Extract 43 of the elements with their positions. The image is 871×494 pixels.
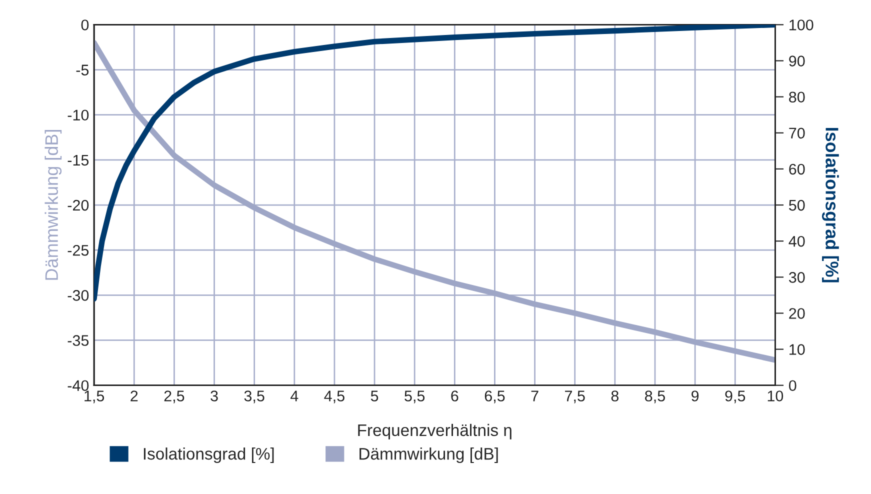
x-tick-label: 10 bbox=[768, 390, 784, 402]
y-tick-label: -30 bbox=[68, 290, 89, 301]
y2-tick-label: 80 bbox=[789, 92, 805, 103]
x-tick-label: 1,5 bbox=[84, 390, 104, 404]
y-tick-label: -40 bbox=[68, 380, 89, 392]
x-tick-label: 7,5 bbox=[565, 390, 585, 404]
y2-tick-label: 0 bbox=[788, 380, 796, 392]
y2-tick-label: 100 bbox=[790, 20, 814, 30]
x-tick-label: 5 bbox=[370, 390, 378, 402]
y2-tick-label: 90 bbox=[789, 56, 805, 66]
x-tick-label: 9,5 bbox=[725, 390, 746, 404]
y2-tick-label: 10 bbox=[790, 344, 805, 355]
y-tick-label: -25 bbox=[68, 244, 89, 256]
x-tick-label: 2,5 bbox=[164, 390, 184, 404]
x-tick-label: 9 bbox=[692, 390, 699, 402]
y2-axis-title: Isolationsgrad [%] bbox=[822, 128, 839, 282]
legend-label: Dämmwirkung [dB] bbox=[360, 447, 498, 464]
y-tick-label: -5 bbox=[76, 64, 89, 76]
y2-tick-label: 50 bbox=[788, 200, 805, 211]
y-tick-label: -10 bbox=[68, 110, 89, 121]
legend-label: Isolationsgrad [%] bbox=[144, 447, 274, 464]
y-tick-label: -20 bbox=[68, 200, 89, 211]
x-tick-label: 8,5 bbox=[645, 390, 665, 404]
y-axis-title: Dämmwirkung [dB] bbox=[44, 130, 62, 280]
y-tick-label: -15 bbox=[68, 154, 89, 166]
x-axis-title: Frequenzverhältnis η bbox=[358, 424, 512, 440]
y2-tick-label: 60 bbox=[789, 164, 805, 175]
y-tick-label: 0 bbox=[81, 20, 89, 30]
y-tick-label: -35 bbox=[68, 335, 89, 346]
x-tick-label: 6 bbox=[451, 390, 458, 402]
x-tick-label: 8 bbox=[611, 390, 619, 402]
y2-tick-label: 20 bbox=[789, 308, 805, 319]
x-tick-label: 2 bbox=[130, 390, 138, 402]
y2-tick-label: 40 bbox=[788, 236, 805, 247]
x-tick-label: 3 bbox=[210, 390, 218, 402]
x-tick-label: 3,5 bbox=[244, 390, 264, 404]
x-tick-label: 7 bbox=[531, 390, 538, 402]
y2-tick-label: 70 bbox=[789, 128, 805, 139]
y2-tick-label: 30 bbox=[788, 272, 805, 283]
x-tick-label: 4,5 bbox=[324, 390, 344, 404]
x-tick-label: 6,5 bbox=[484, 390, 505, 404]
x-tick-label: 4 bbox=[290, 390, 298, 402]
x-tick-label: 5,5 bbox=[404, 390, 425, 404]
